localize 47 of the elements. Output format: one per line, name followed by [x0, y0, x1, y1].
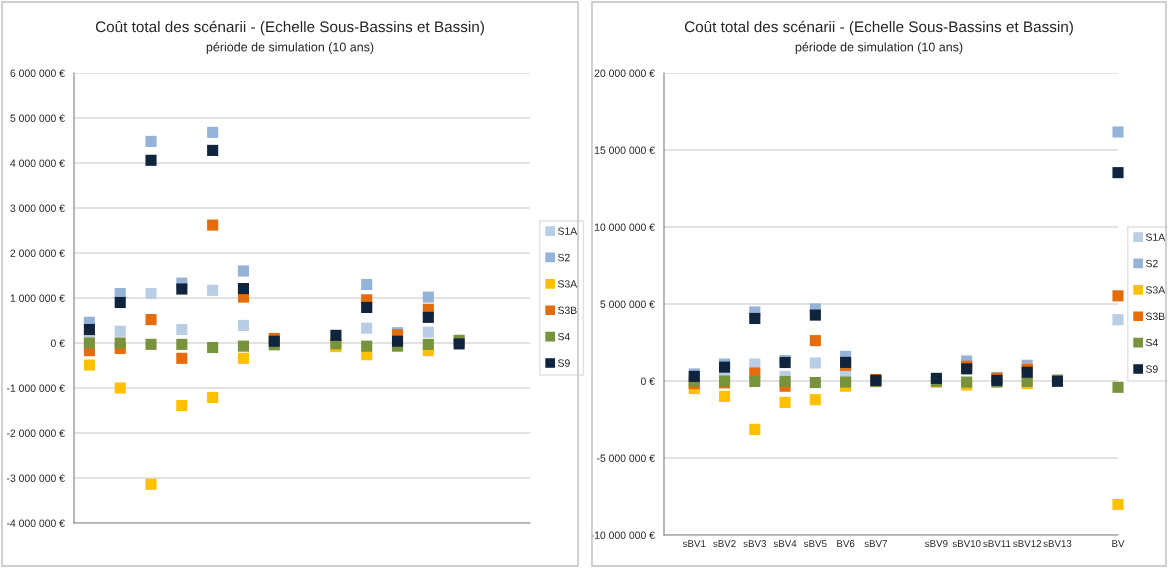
x-tick-label: sBV13 — [1043, 540, 1072, 547]
x-tick-label: sBV7 — [864, 540, 887, 547]
chart-title: Coût total des scénarii - (Echelle Sous-Bassins et Bassin) — [684, 20, 1073, 36]
legend-label: S1A — [557, 227, 578, 235]
y-tick-label: 3 000 000 € — [10, 204, 65, 212]
legend-label: S9 — [557, 359, 570, 367]
y-tick-label: -1 000 000 € — [6, 384, 65, 392]
chart-title: Coût total des scénarii - (Echelle Sous-Bassins et Bassin) — [95, 20, 484, 36]
x-tick-label: BV6 — [837, 540, 855, 547]
x-tick-label: sBV2 — [713, 540, 736, 547]
legend-label: S3B — [1145, 312, 1165, 320]
y-tick-label: 10 000 000 € — [594, 223, 655, 231]
x-tick-label: BV — [1112, 540, 1125, 547]
y-tick-label: -2 000 000 € — [6, 429, 65, 437]
y-tick-label: -5 000 000 € — [596, 454, 655, 462]
y-tick-label: -4 000 000 € — [6, 519, 65, 527]
x-tick-label: sBV10 — [952, 540, 981, 547]
y-tick-label: 0 € — [50, 339, 65, 347]
legend-label: S2 — [557, 253, 570, 262]
x-tick-label: sBV1 — [682, 540, 706, 547]
y-tick-label: 5 000 000 € — [600, 300, 655, 308]
x-tick-label: sBV9 — [925, 540, 948, 547]
chart-subtitle: période de simulation (10 ans) — [206, 42, 374, 54]
y-tick-label: -3 000 000 € — [6, 474, 65, 482]
chart-subtitle: période de simulation (10 ans) — [795, 42, 963, 54]
legend-label: S3B — [557, 306, 577, 314]
y-tick-label: 1 000 000 € — [10, 294, 65, 302]
y-tick-label: -10 000 000 € — [591, 531, 655, 539]
legend-label: S3A — [1145, 286, 1166, 294]
x-tick-label: sBV11 — [983, 540, 1011, 547]
legend-label: S3A — [557, 280, 578, 288]
y-tick-label: 4 000 000 € — [10, 159, 65, 167]
y-tick-label: 15 000 000 € — [594, 146, 655, 154]
legend-label: S9 — [1145, 365, 1158, 373]
x-tick-label: sBV5 — [803, 540, 827, 547]
y-tick-label: 6 000 000 € — [10, 69, 65, 77]
x-tick-label: sBV4 — [773, 540, 797, 547]
y-tick-label: 5 000 000 € — [10, 114, 65, 122]
legend-label: S4 — [557, 332, 570, 341]
y-tick-label: 0 € — [640, 377, 655, 385]
legend-label: S1A — [1145, 233, 1166, 241]
legend-label: S4 — [1145, 338, 1158, 347]
x-tick-label: sBV12 — [1013, 540, 1042, 547]
x-tick-label: sBV3 — [743, 540, 766, 547]
y-tick-label: 20 000 000 € — [594, 69, 655, 77]
legend-label: S2 — [1145, 259, 1158, 268]
y-tick-label: 2 000 000 € — [10, 249, 65, 257]
